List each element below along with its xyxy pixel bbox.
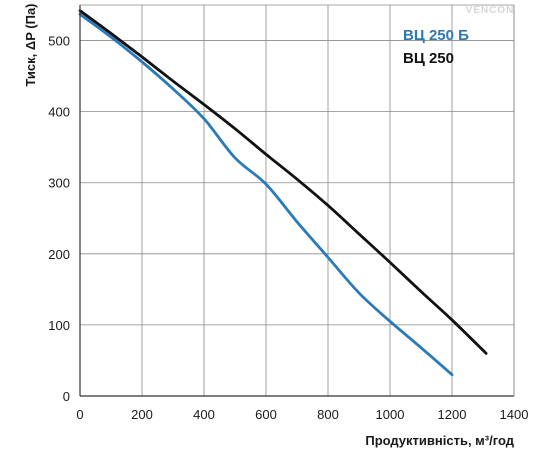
x-tick-label: 800 xyxy=(317,407,339,422)
x-tick-label: 600 xyxy=(255,407,277,422)
x-tick-label: 400 xyxy=(193,407,215,422)
y-tick-label: 100 xyxy=(48,318,70,333)
tick-labels: 0 200 400 600 800 1000 1200 1400 0 100 200 300 400 50… xyxy=(48,34,528,422)
legend-item-vts-250: ВЦ 250 xyxy=(403,50,454,67)
x-tick-label: 1400 xyxy=(500,407,529,422)
x-tick-label: 1000 xyxy=(376,407,405,422)
legend-item-vts-250-b: ВЦ 250 Б xyxy=(403,27,469,44)
legend: ВЦ 250 Б ВЦ 250 xyxy=(403,27,469,67)
y-tick-label: 400 xyxy=(48,105,70,120)
series-line-vts-250-b xyxy=(78,12,454,377)
plot-frame xyxy=(79,4,515,397)
y-tick-label: 200 xyxy=(48,247,70,262)
grid xyxy=(79,5,515,397)
series-line-vts-250 xyxy=(78,9,488,355)
series-layer xyxy=(78,9,488,377)
brand-watermark: VENCON xyxy=(466,5,515,16)
x-tick-label: 0 xyxy=(76,407,83,422)
y-axis-label: Тиск, ΔP (Па) xyxy=(23,3,38,86)
y-tick-label: 0 xyxy=(63,389,70,404)
x-tick-label: 1200 xyxy=(438,407,467,422)
y-tick-label: 300 xyxy=(48,176,70,191)
y-tick-label: 500 xyxy=(48,34,70,49)
x-axis-label: Продуктивність, м³/год xyxy=(365,433,514,448)
x-tick-label: 200 xyxy=(131,407,153,422)
